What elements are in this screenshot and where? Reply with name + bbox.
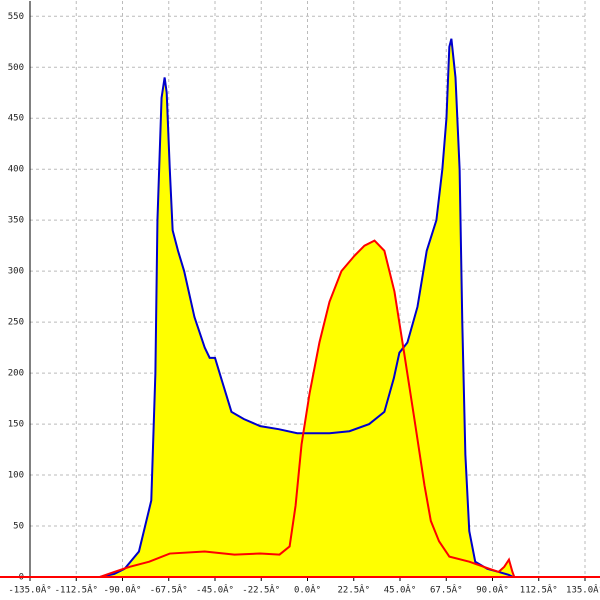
y-tick-label: 350 xyxy=(8,216,24,226)
y-tick-label: 250 xyxy=(8,318,24,328)
x-tick-label: 135.0Â° xyxy=(566,584,600,596)
x-tick-label: -112.5Â° xyxy=(55,584,98,596)
y-tick-label: 400 xyxy=(8,165,24,175)
x-tick-label: -90.0Â° xyxy=(104,584,142,596)
x-tick-label: 90.0Â° xyxy=(476,584,509,596)
x-tick-label: -67.5Â° xyxy=(150,584,188,596)
x-tick-label: -22.5Â° xyxy=(242,584,280,596)
y-tick-label: 300 xyxy=(8,267,24,277)
x-tick-label: 45.0Â° xyxy=(384,584,417,596)
x-tick-label: -45.0Â° xyxy=(196,584,234,596)
x-tick-label: 0.0Â° xyxy=(294,584,321,596)
x-tick-label: -135.0Â° xyxy=(8,584,51,596)
y-tick-label: 100 xyxy=(8,471,24,481)
y-tick-label: 550 xyxy=(8,12,24,22)
x-tick-label: 22.5Â° xyxy=(337,584,370,596)
y-tick-label: 500 xyxy=(8,63,24,73)
series-line xyxy=(99,239,516,578)
y-tick-label: 150 xyxy=(8,420,24,430)
x-tick-label: 112.5Â° xyxy=(520,584,558,596)
y-tick-label: 50 xyxy=(13,522,24,532)
x-tick-label: 67.5Â° xyxy=(430,584,463,596)
y-tick-label: 450 xyxy=(8,114,24,124)
area-fill xyxy=(99,240,515,577)
series-line xyxy=(99,38,514,578)
y-tick-label: 200 xyxy=(8,369,24,379)
